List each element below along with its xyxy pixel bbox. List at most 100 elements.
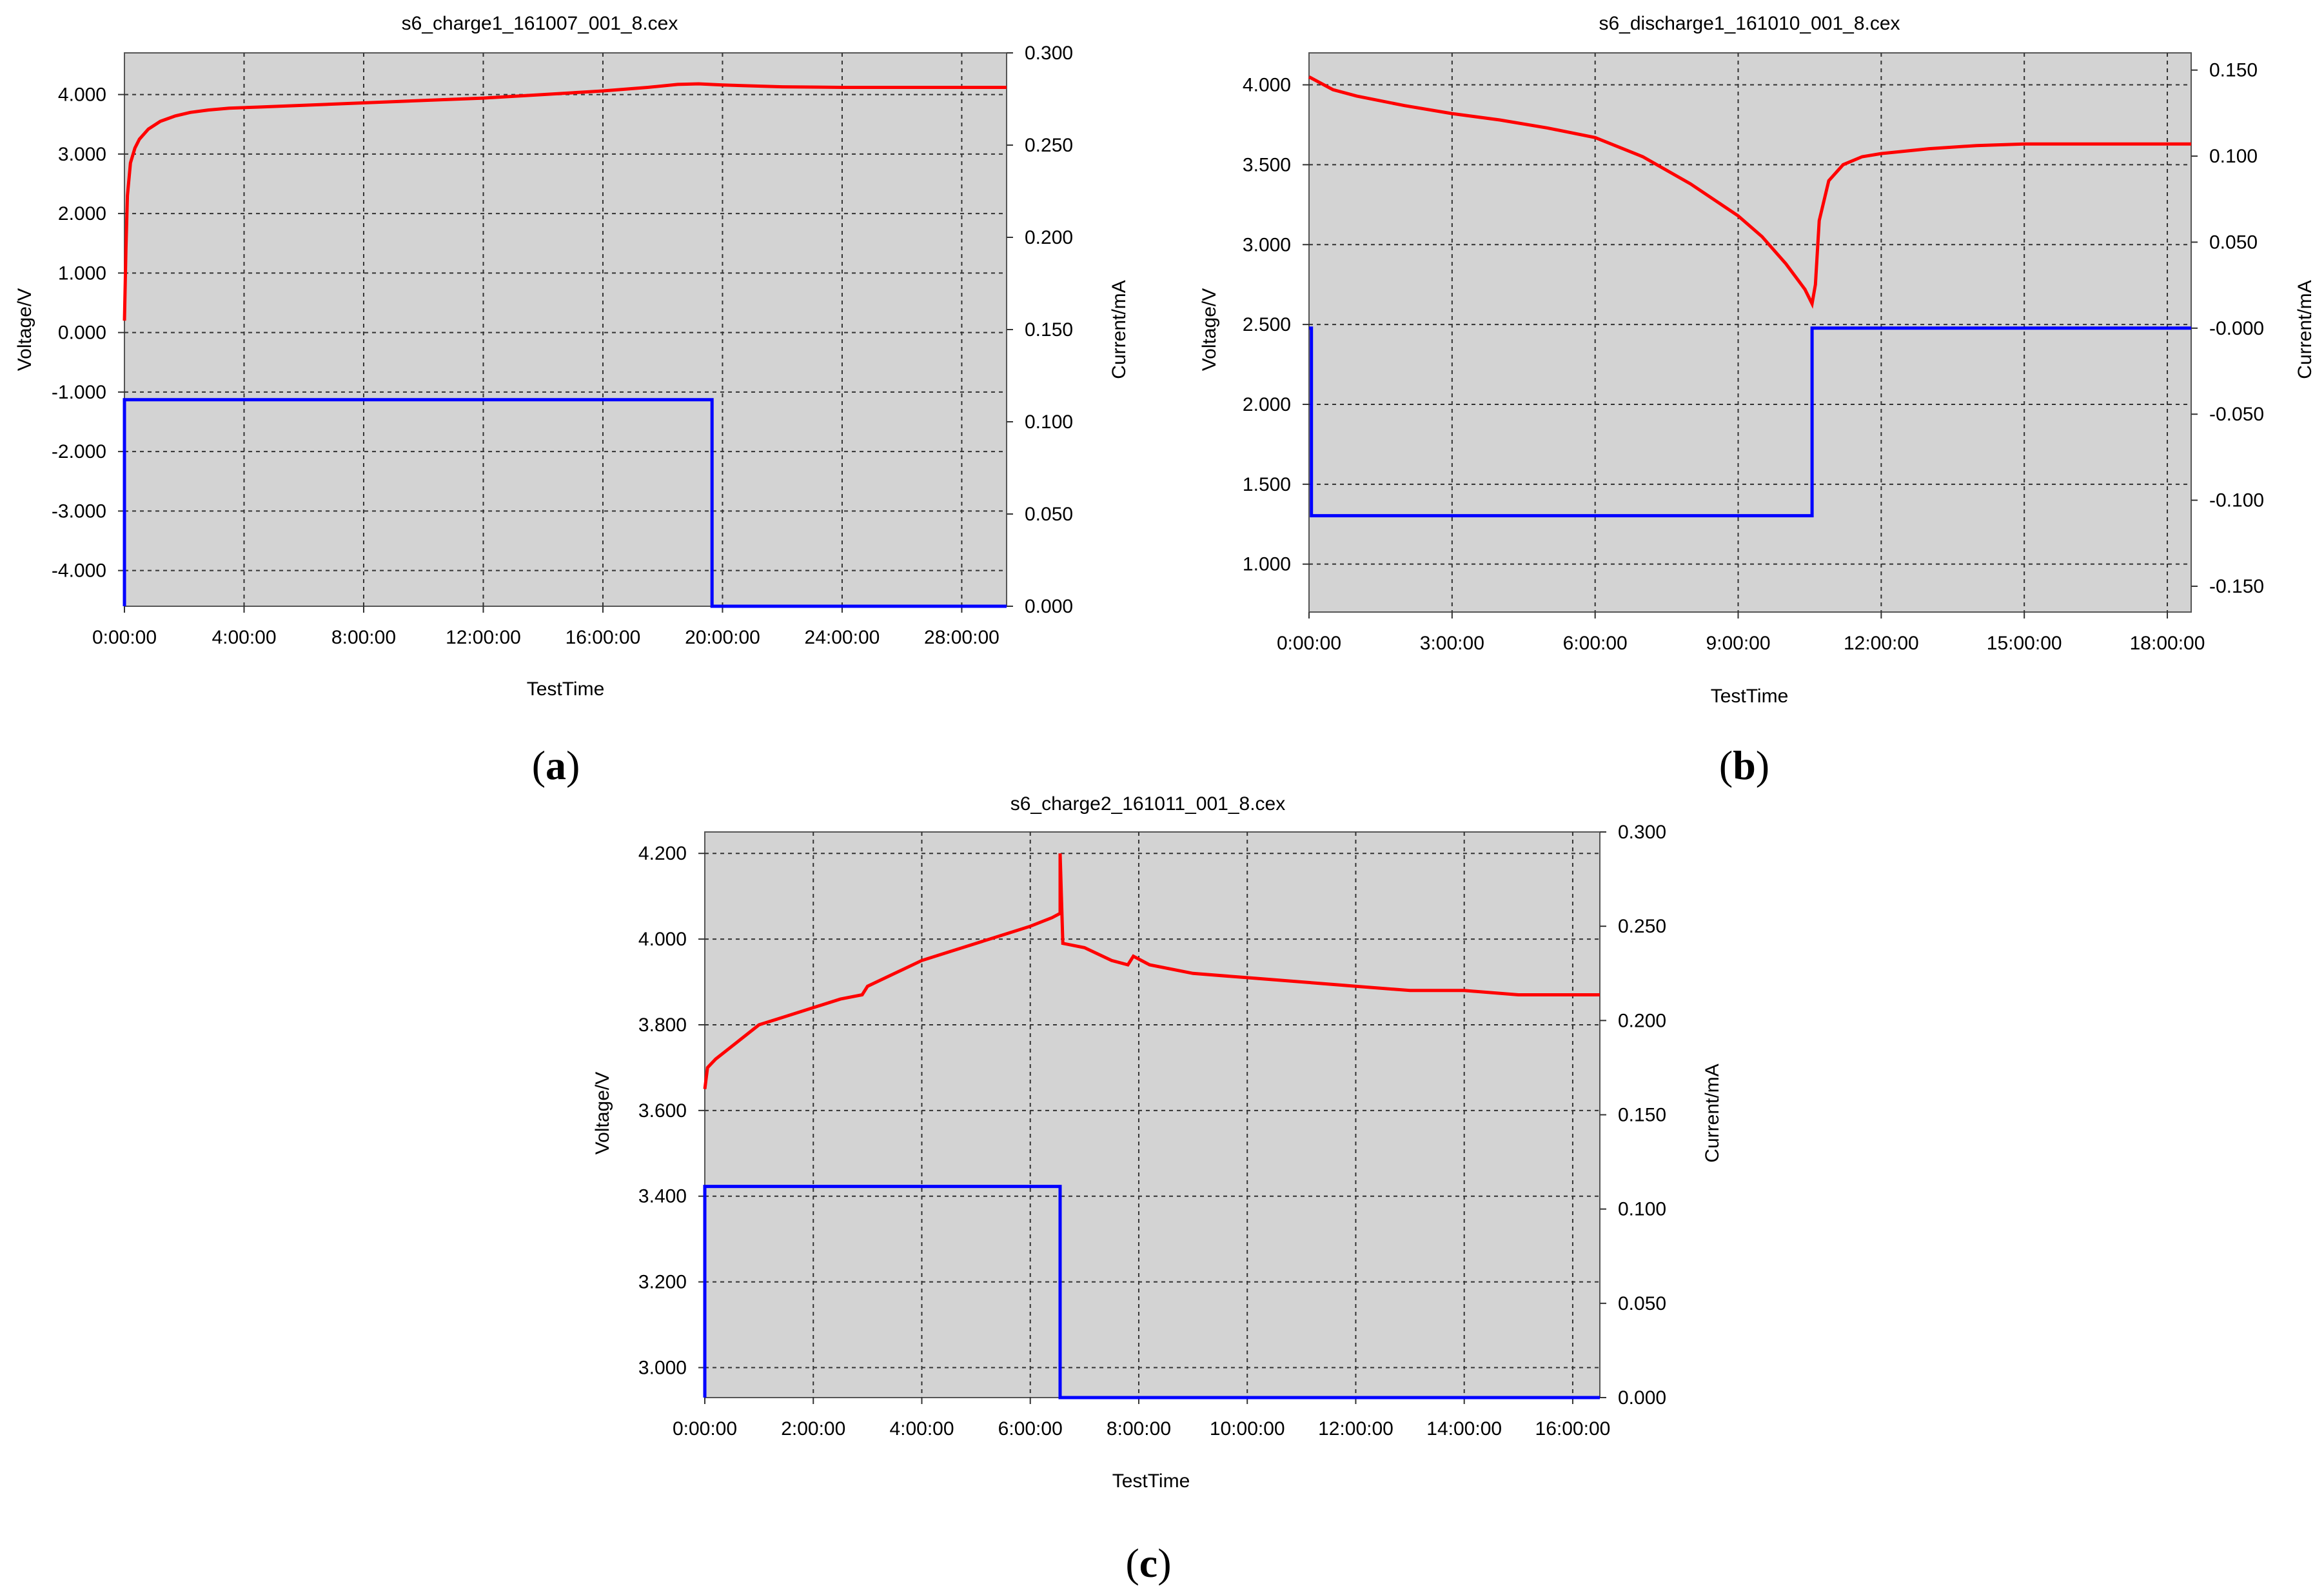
y2-tick-label: 0.300 — [1025, 43, 1073, 64]
y-tick-label: 1.500 — [1243, 474, 1291, 495]
panel-label-b-open: ( — [1719, 742, 1733, 788]
y-tick-label: 4.200 — [638, 843, 687, 864]
y2-tick-label: 0.000 — [1025, 596, 1073, 617]
x-tick-label: 16:00:00 — [1535, 1418, 1611, 1440]
y2-tick-label: 0.100 — [1618, 1199, 1666, 1220]
chart-a-y2label: Current/mA — [1108, 280, 1130, 379]
x-tick-label: 18:00:00 — [2130, 633, 2205, 654]
chart-c-right-axis: 0.300 0.250 0.200 0.150 0.100 0.050 0.000 — [1600, 822, 1666, 1409]
y-tick-label: 4.000 — [58, 84, 106, 106]
panel-label-b: (b) — [1719, 742, 1769, 788]
chart-a-ylabel: Voltage/V — [14, 288, 35, 371]
y-tick-label: 2.000 — [1243, 394, 1291, 415]
y2-tick-label: 0.100 — [2209, 146, 2258, 167]
chart-c-left-axis: 4.200 4.000 3.800 3.600 3.400 3.200 3.000 — [638, 843, 705, 1378]
x-tick-label: 15:00:00 — [1987, 633, 2062, 654]
chart-b-x-axis: 0:00:00 3:00:00 6:00:00 9:00:00 12:00:00 15:0… — [1277, 612, 2205, 654]
y2-tick-label: -0.000 — [2209, 318, 2264, 339]
chart-a-left-axis: 4.000 3.000 2.000 1.000 0.000 -1.000 -2.000 -3.… — [52, 84, 124, 582]
x-tick-label: 12:00:00 — [1318, 1418, 1393, 1440]
chart-c-y2label: Current/mA — [1702, 1064, 1723, 1162]
x-tick-label: 0:00:00 — [1277, 633, 1341, 654]
chart-b-title: s6_discharge1_161010_001_8.cex — [1599, 13, 1900, 34]
panel-label-c-letter: c — [1139, 1540, 1157, 1586]
chart-b-xlabel: TestTime — [1711, 686, 1789, 707]
y2-tick-label: 0.200 — [1025, 227, 1073, 248]
y-tick-label: 3.600 — [638, 1100, 687, 1122]
chart-b-current-line — [1309, 326, 2191, 518]
x-tick-label: 4:00:00 — [212, 627, 276, 648]
y-tick-label: 0.000 — [58, 322, 106, 344]
chart-b-grid — [1309, 53, 2191, 612]
panel-label-a-close: ) — [566, 742, 580, 788]
y-tick-label: 3.000 — [638, 1357, 687, 1378]
chart-c-plot-area — [704, 831, 1600, 1398]
y-tick-label: 3.500 — [1243, 154, 1291, 175]
y2-tick-label: 0.250 — [1618, 916, 1666, 937]
y2-tick-label: 0.150 — [1025, 319, 1073, 341]
y2-tick-label: 0.300 — [1618, 822, 1666, 843]
panel-label-b-letter: b — [1733, 742, 1756, 788]
y2-tick-label: 0.150 — [1618, 1105, 1666, 1126]
chart-b-right-axis: 0.150 0.100 0.050 -0.000 -0.050 -0.100 -0.150 — [2191, 60, 2264, 597]
chart-c-current-line — [703, 1185, 1600, 1400]
x-tick-label: 6:00:00 — [1563, 633, 1628, 654]
x-tick-label: 8:00:00 — [1107, 1418, 1171, 1440]
x-tick-label: 3:00:00 — [1420, 633, 1484, 654]
y2-tick-label: 0.050 — [2209, 232, 2258, 253]
x-tick-label: 2:00:00 — [781, 1418, 845, 1440]
chart-b-ylabel: Voltage/V — [1199, 288, 1220, 371]
y2-tick-label: -0.150 — [2209, 576, 2264, 597]
chart-a-plot-area — [124, 52, 1007, 607]
y-tick-label: -3.000 — [52, 500, 106, 522]
y2-tick-label: 0.150 — [2209, 60, 2258, 81]
chart-a-grid — [124, 53, 1007, 606]
y-tick-label: 1.000 — [58, 262, 106, 284]
x-tick-label: 0:00:00 — [92, 627, 157, 648]
y2-tick-label: 0.050 — [1618, 1293, 1666, 1314]
panel-label-c-open: ( — [1125, 1540, 1139, 1586]
y2-tick-label: 0.050 — [1025, 504, 1073, 525]
y2-tick-label: -0.100 — [2209, 490, 2264, 511]
chart-b-plot-area — [1308, 52, 2192, 613]
x-tick-label: 10:00:00 — [1210, 1418, 1285, 1440]
panel-label-b-close: ) — [1756, 742, 1769, 788]
y-tick-label: 3.000 — [58, 144, 106, 165]
chart-c-title: s6_charge2_161011_001_8.cex — [1010, 793, 1285, 815]
chart-b: s6_discharge1_161010_001_8.cex 4.000 3.50… — [1199, 13, 2316, 788]
y-tick-label: 3.800 — [638, 1014, 687, 1036]
chart-c-xlabel: TestTime — [1112, 1470, 1190, 1492]
y-tick-label: -4.000 — [52, 560, 106, 582]
chart-a: s6_charge1_161007_001_8.cex 4.000 3.000 2.… — [14, 13, 1130, 788]
x-tick-label: 14:00:00 — [1426, 1418, 1502, 1440]
x-tick-label: 6:00:00 — [998, 1418, 1063, 1440]
y2-tick-label: 0.250 — [1025, 135, 1073, 156]
x-tick-label: 16:00:00 — [566, 627, 641, 648]
x-tick-label: 8:00:00 — [331, 627, 396, 648]
chart-b-voltage-line — [1308, 75, 2191, 309]
y-tick-label: 4.000 — [638, 929, 687, 950]
y-tick-label: 4.000 — [1243, 75, 1291, 96]
panel-label-a-letter: a — [546, 742, 566, 788]
panel-label-a-open: ( — [532, 742, 546, 788]
x-tick-label: 0:00:00 — [673, 1418, 737, 1440]
y-tick-label: 3.400 — [638, 1186, 687, 1207]
y2-tick-label: 0.000 — [1618, 1387, 1666, 1409]
y2-tick-label: 0.200 — [1618, 1010, 1666, 1031]
y-tick-label: -1.000 — [52, 382, 106, 403]
y-tick-label: 3.000 — [1243, 234, 1291, 255]
chart-b-left-axis: 4.000 3.500 3.000 2.500 2.000 1.500 1.000 — [1243, 75, 1309, 575]
y-tick-label: 2.000 — [58, 203, 106, 224]
chart-c-voltage-line — [703, 853, 1600, 1089]
x-tick-label: 20:00:00 — [685, 627, 760, 648]
x-tick-label: 9:00:00 — [1706, 633, 1770, 654]
x-tick-label: 12:00:00 — [446, 627, 521, 648]
chart-a-xlabel: TestTime — [527, 678, 605, 700]
chart-c: s6_charge2_161011_001_8.cex 4.200 4.000 3.… — [592, 793, 1723, 1586]
y2-tick-label: 0.100 — [1025, 411, 1073, 433]
y2-tick-label: -0.050 — [2209, 404, 2264, 425]
chart-b-y2label: Current/mA — [2294, 280, 2316, 379]
chart-c-grid — [705, 832, 1600, 1398]
chart-a-voltage-line — [123, 82, 1007, 321]
